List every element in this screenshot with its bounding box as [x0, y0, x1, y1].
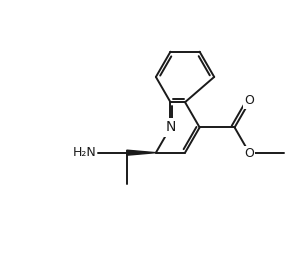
Text: N: N — [165, 120, 176, 134]
Polygon shape — [127, 150, 156, 155]
Text: O: O — [244, 147, 254, 160]
Text: O: O — [244, 94, 254, 107]
Text: H₂N: H₂N — [73, 146, 96, 159]
